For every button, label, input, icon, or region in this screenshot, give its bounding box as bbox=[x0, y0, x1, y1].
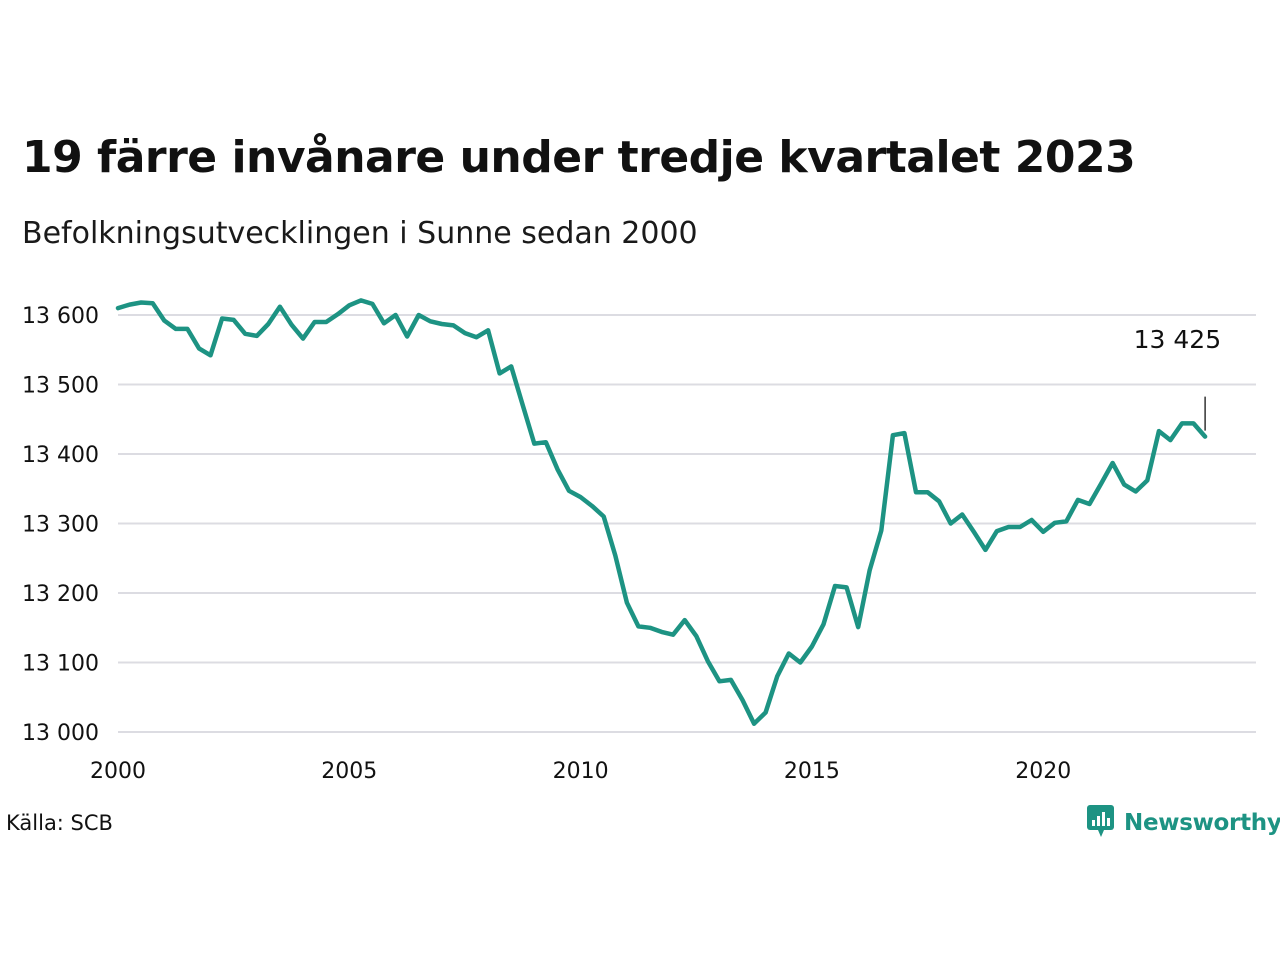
brand-name: Newsworthy bbox=[1124, 810, 1280, 836]
chart-title: 19 färre invånare under tredje kvartalet… bbox=[22, 132, 1136, 183]
annotation-label: 13 425 bbox=[1134, 325, 1221, 354]
y-tick-label: 13 300 bbox=[22, 513, 99, 538]
x-tick-label: 2010 bbox=[553, 759, 609, 784]
y-tick-label: 13 000 bbox=[22, 721, 99, 746]
brand-logo[interactable]: Newsworthy bbox=[1086, 804, 1280, 842]
chart-subtitle: Befolkningsutvecklingen i Sunne sedan 20… bbox=[22, 216, 698, 251]
y-tick-label: 13 200 bbox=[22, 582, 99, 607]
source-label: Källa: SCB bbox=[6, 811, 113, 835]
x-tick-label: 2005 bbox=[321, 759, 377, 784]
y-tick-label: 13 100 bbox=[22, 652, 99, 677]
x-tick-label: 2020 bbox=[1015, 759, 1071, 784]
x-tick-label: 2015 bbox=[784, 759, 840, 784]
newsworthy-logo-icon bbox=[1086, 804, 1116, 842]
y-tick-label: 13 600 bbox=[22, 304, 99, 329]
y-tick-label: 13 400 bbox=[22, 443, 99, 468]
y-tick-label: 13 500 bbox=[22, 374, 99, 399]
x-tick-label: 2000 bbox=[90, 759, 146, 784]
series-line bbox=[115, 298, 1208, 726]
